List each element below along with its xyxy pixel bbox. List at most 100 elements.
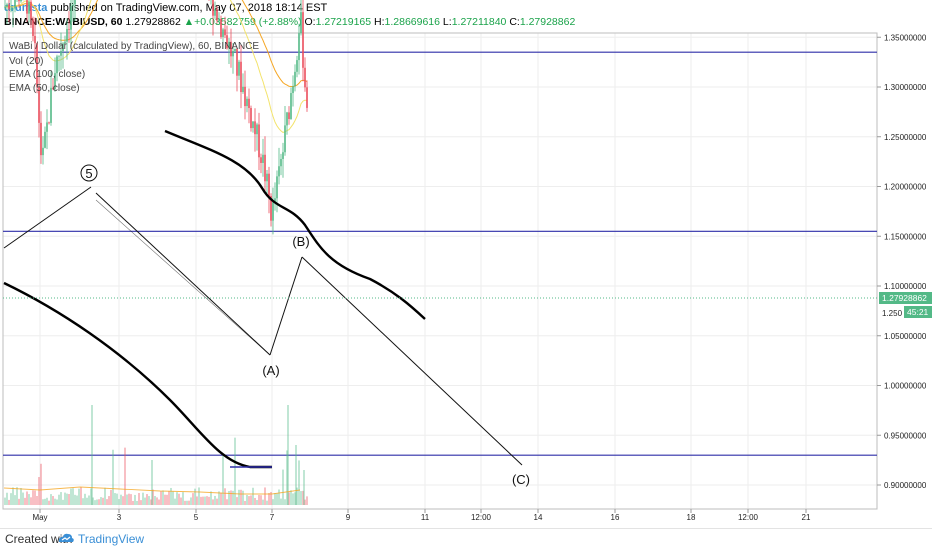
volume-bar [151, 460, 153, 505]
price-tick-label: 1.05000000 [884, 332, 927, 341]
legend-ema100[interactable]: EMA (100, close) [9, 69, 85, 80]
wave-line-5-to-a-inner [95, 199, 271, 356]
candle-body [12, 8, 14, 10]
open-label: O: [304, 16, 316, 28]
published-text: published on TradingView.com, May 07, 20… [50, 2, 328, 14]
candle-body [214, 9, 216, 16]
volume-bar [294, 492, 296, 505]
countdown-tag-text: 45:21 [907, 307, 929, 317]
price-tick-label: 1.10000000 [884, 282, 927, 291]
price-tick-label: 1.30000000 [884, 83, 927, 92]
volume-bar [146, 494, 148, 505]
volume-bar [68, 494, 70, 505]
volume-bar [298, 460, 300, 505]
time-tick-label: 5 [194, 513, 199, 522]
volume-bar [260, 495, 262, 505]
volume-bar [38, 477, 40, 505]
volume-bar [100, 497, 102, 505]
ema-100-line [5, 0, 308, 87]
time-tick-label: 3 [117, 513, 122, 522]
volume-bar [118, 499, 120, 505]
volume-bar [250, 495, 252, 505]
legend-vol[interactable]: Vol (20) [9, 56, 43, 67]
volume-bar [238, 489, 240, 505]
volume-bar [114, 493, 116, 505]
volume-bar [6, 492, 8, 505]
volume-bar [160, 491, 162, 505]
volume-bar [14, 495, 16, 505]
candle-body [60, 51, 62, 56]
candle-body [284, 125, 286, 153]
candle-body [272, 202, 274, 221]
candle-body [264, 154, 266, 182]
close-value: 1.27928862 [519, 16, 576, 28]
volume-bar [256, 500, 258, 505]
volume-bar [124, 447, 126, 505]
volume-bar [134, 494, 136, 505]
candle-body [20, 0, 22, 2]
horizontal-levels [3, 51, 877, 456]
volume-bar [200, 496, 202, 505]
volume-bar [222, 455, 224, 505]
legend-ema50[interactable]: EMA (50, close) [9, 83, 80, 94]
candle-body [298, 33, 300, 61]
candlesticks [4, 0, 308, 235]
price-tick-label: 0.90000000 [884, 481, 927, 490]
candle-body [70, 6, 72, 30]
candle-body [282, 152, 284, 159]
candle-body [304, 67, 306, 88]
volume-bar [288, 492, 290, 505]
volume-bar [186, 500, 188, 505]
volume-bar [74, 494, 76, 505]
volume-bar [32, 490, 34, 505]
volume-bar [274, 493, 276, 505]
volume-bar [170, 487, 172, 505]
volume-bar [295, 445, 297, 505]
volume-bar [290, 490, 292, 505]
candle-body [262, 154, 264, 163]
volume-bar [196, 496, 198, 505]
volume-bar [214, 495, 216, 505]
volume-bar [116, 493, 118, 505]
candle-body [268, 173, 270, 197]
volume-bar [86, 497, 88, 505]
volume-bar [218, 491, 220, 505]
volume-bar [300, 491, 302, 505]
time-tick-label: 14 [534, 513, 543, 522]
high-label: H: [374, 16, 385, 28]
time-tick-label: 7 [270, 513, 275, 522]
candle-body [46, 122, 48, 132]
volume-bar [226, 499, 228, 505]
volume-bar [282, 469, 284, 505]
volume-bar [270, 492, 272, 505]
time-tick-label: 21 [802, 513, 811, 522]
price-chart[interactable]: 5 (A) (B) (C) 0.90000000 0.95000000 1.0000000… [0, 0, 932, 528]
candle-body [228, 41, 230, 49]
time-tick-label: 9 [346, 513, 351, 522]
volume-bar [230, 490, 232, 505]
candle-body [238, 61, 240, 76]
wave-line-5-to-a [95, 192, 271, 356]
volume-bar [296, 487, 298, 505]
time-tick-label: 12:00 [471, 513, 492, 522]
candle-body [280, 158, 282, 167]
volume-bar [302, 490, 304, 505]
tradingview-brand-link[interactable]: TradingView [78, 532, 145, 546]
candle-body [240, 61, 242, 93]
candle-body [254, 121, 256, 135]
candle-body [224, 29, 226, 36]
price-axis: 0.90000000 0.95000000 1.00000000 1.05000000… [877, 33, 927, 490]
wave-line-a-to-b [269, 256, 303, 356]
volume-bar [268, 493, 270, 505]
volume-bar [128, 493, 130, 505]
volume-bar [184, 500, 186, 505]
volume-bar [46, 497, 48, 505]
volume-bar [178, 493, 180, 505]
candle-body [74, 0, 76, 5]
footer: Created with TradingView [0, 528, 932, 551]
volume-bar [64, 492, 66, 505]
volume-bar [136, 500, 138, 505]
candle-body [296, 60, 298, 72]
candle-body [256, 124, 258, 135]
candle-body [6, 4, 8, 7]
